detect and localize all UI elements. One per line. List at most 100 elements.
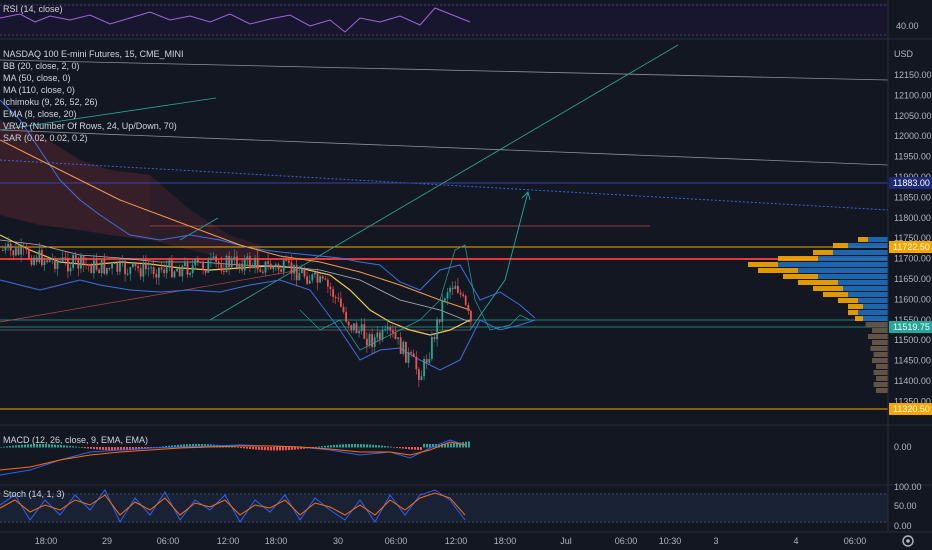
macd-bar [114,447,116,451]
legend-ema[interactable]: EMA (8, close, 20) [3,109,77,119]
macd-bar [243,447,245,449]
macd-bar [414,447,416,450]
stoch-d-line [0,492,466,516]
candle-body [311,274,314,281]
stoch-tick-100: 100.00 [894,482,922,492]
macd-bar [9,445,11,448]
macd-bar [33,444,35,448]
candle-body [371,334,373,348]
macd-bar [369,444,371,448]
volume-profile-row [868,334,888,339]
candle-body [267,261,269,264]
rsi-pane[interactable]: RSI (14, close) 40.00 [0,3,919,36]
macd-bar [135,447,137,450]
macd-bar [48,444,50,448]
candle-body [251,265,254,268]
candle-body [223,270,225,272]
volume-profile-row [778,262,888,267]
macd-bar [54,444,56,448]
candle-body [360,324,363,332]
macd-bar [126,447,128,451]
price-tick: 11600.00 [894,294,931,304]
candle-body [197,259,199,262]
price-tick: 11450.00 [894,356,931,366]
macd-bar [177,444,179,448]
candle-body [67,258,69,272]
legend-ichimoku[interactable]: Ichimoku (9, 26, 52, 26) [3,97,98,107]
currency-label: USD [894,49,914,59]
macd-bar [393,447,395,448]
macd-bar [294,447,296,450]
candle-body [194,259,197,266]
legend-bb[interactable]: BB (20, close, 2, 0) [3,61,80,71]
stoch-pane[interactable]: Stoch (14, 1, 3) 100.00 50.00 0.00 [0,482,922,531]
macd-bar [318,446,320,448]
candle-body [412,353,415,357]
candle-body [402,341,405,354]
legend-sar[interactable]: SAR (0.02, 0.02, 0.2) [3,133,88,143]
macd-bar [366,444,368,448]
price-tick: 11700.00 [894,254,931,264]
candle-body [4,246,7,251]
gear-icon[interactable] [902,535,914,547]
macd-bar [189,444,191,448]
candle-body [7,243,9,247]
legend-vrvp[interactable]: VRVP (Number Of Rows, 24, Up/Down, 70) [3,121,177,131]
candle-body [95,260,98,270]
macd-bar [444,443,446,448]
candle-body [449,287,451,293]
time-tick: 06:00 [385,536,408,546]
time-tick: 06:00 [844,536,867,546]
volume-profile-row [876,376,888,381]
legend-ma110[interactable]: MA (110, close, 0) [3,85,75,95]
candle-body [56,261,59,269]
main-price-pane[interactable]: NASDAQ 100 E-mini Futures, 15, CME_MINI … [0,44,932,415]
macd-bar [45,444,47,448]
candle-body [345,311,347,322]
candle-body [30,258,33,265]
price-tag [889,403,932,415]
macd-bar [162,446,164,448]
price-axis[interactable]: 12150.00 12100.00 12050.00 12000.00 11950.00… [894,70,932,406]
legend-symbol[interactable]: NASDAQ 100 E-mini Futures, 15, CME_MINI [3,49,184,59]
time-tick: 4 [793,536,798,546]
candle-body [350,325,353,330]
macd-bar [288,447,290,451]
candle-body [269,263,272,270]
volume-profile-row [863,316,888,321]
macd-bar [459,442,461,448]
candle-body [12,250,15,256]
candle-body [246,256,249,260]
candle-body [262,271,264,273]
candle-body [82,255,85,264]
macd-bar [192,444,194,448]
macd-bar [381,445,383,448]
macd-bar [264,447,266,451]
price-tick: 11350.00 [894,396,931,406]
macd-bar [60,444,62,448]
candle-body [264,261,267,273]
macd-bar [408,447,410,450]
price-tag-label: 11519.75 [893,322,930,332]
macd-bar [363,444,365,448]
macd-bar [372,444,374,448]
candle-body [410,352,412,354]
volume-profile-row [865,322,888,327]
legend-ma50[interactable]: MA (50, close, 0) [3,73,71,83]
candle-body [111,263,113,269]
macd-bar [429,443,431,448]
candle-body [93,260,95,274]
candle-body [373,337,376,348]
macd-bar [291,447,293,450]
candle-body [72,255,74,268]
candle-body [298,272,301,281]
macd-bar [36,444,38,448]
macd-bar [180,444,182,448]
time-axis[interactable]: 18:00 29 06:00 12:00 18:00 30 06:00 12:00 18:00 J… [35,536,867,546]
price-tick: 11750.00 [894,233,931,243]
macd-bar [102,447,104,450]
candlestick-series[interactable] [2,236,472,388]
macd-pane[interactable]: MACD (12, 26, close, 9, EMA, EMA) 0.00 [0,435,912,476]
volume-profile-row [838,280,888,285]
